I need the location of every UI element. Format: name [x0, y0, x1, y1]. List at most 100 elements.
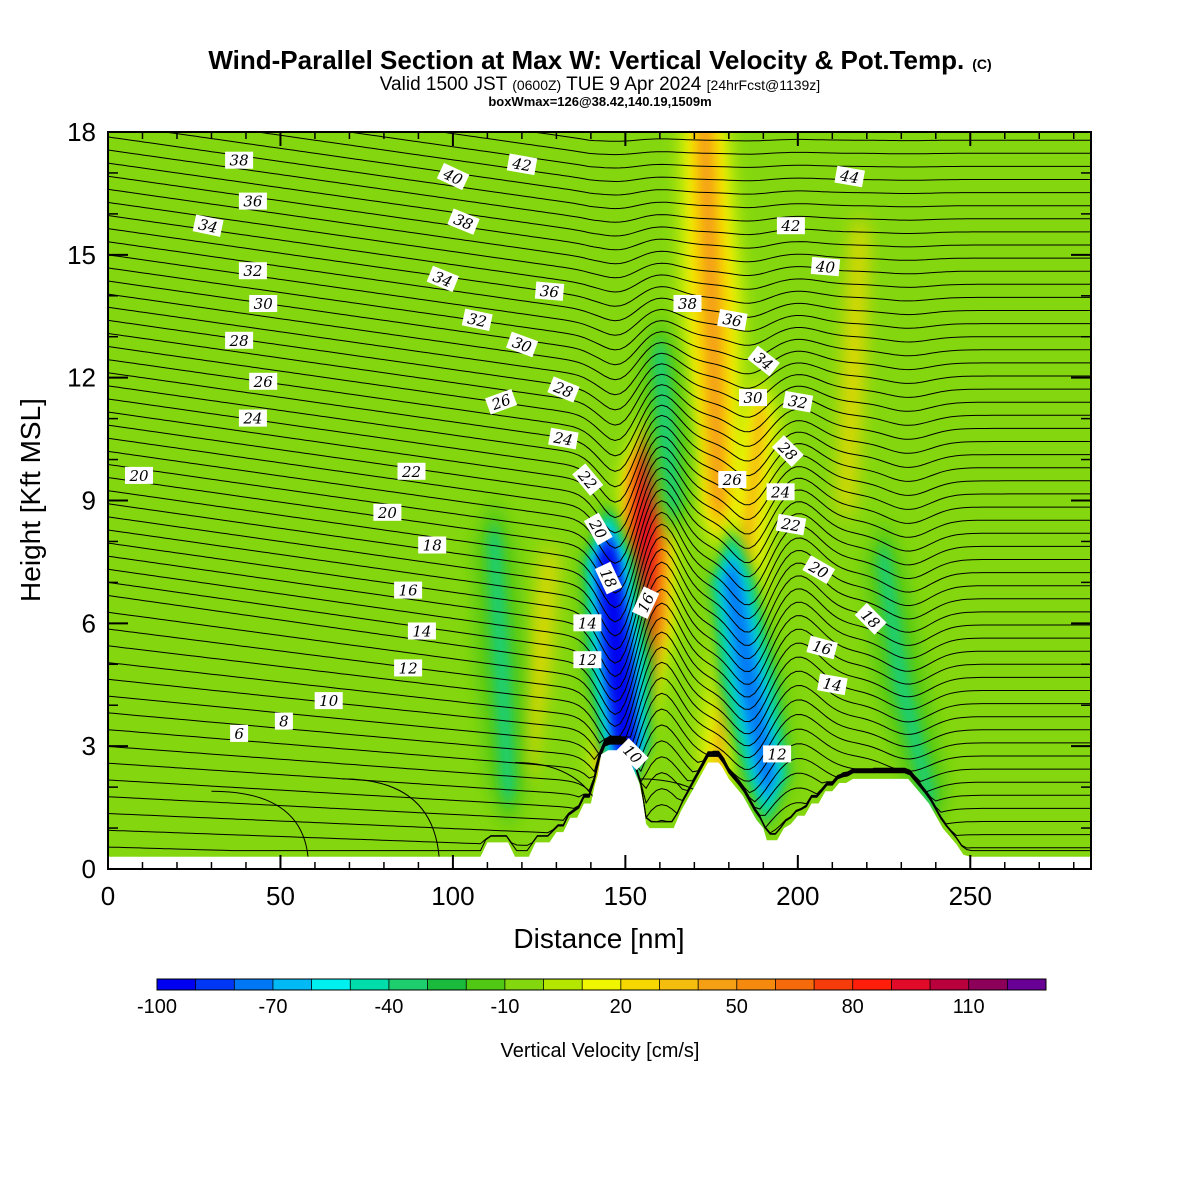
- isentrope-label-text: 26: [722, 471, 743, 489]
- isentrope-label: 14: [817, 673, 848, 696]
- isentrope-label: 36: [717, 309, 748, 331]
- isentrope-line: [108, 306, 1091, 396]
- isentrope-label: 26: [484, 388, 518, 415]
- y-tick-label: 18: [67, 117, 96, 147]
- label-box: [407, 622, 436, 640]
- isentrope-label-text: 30: [510, 333, 535, 357]
- label-box: [775, 513, 807, 536]
- isentrope-label-text: 16: [399, 582, 419, 600]
- label-box: [616, 738, 649, 770]
- label-box: [436, 162, 470, 191]
- x-tick-label: 150: [604, 881, 647, 911]
- isentrope-label: 24: [766, 483, 795, 501]
- label-box: [534, 281, 565, 301]
- colorbar-swatch: [427, 979, 467, 990]
- chart-box-note: boxWmax=126@38.42,140.19,1509m: [488, 94, 711, 109]
- colorbar-label: Vertical Velocity [cm/s]: [501, 1040, 700, 1062]
- isentrope-line: [108, 162, 1091, 237]
- y-tick-label: 15: [67, 240, 96, 270]
- label-box: [771, 435, 804, 467]
- isentrope-label: 20: [125, 466, 153, 485]
- isentrope-line: [108, 581, 1091, 703]
- label-box: [583, 512, 613, 546]
- isentrope-line: [108, 254, 1091, 336]
- label-box: [763, 745, 792, 763]
- isentrope-label: 38: [673, 295, 702, 313]
- label-box: [125, 466, 153, 484]
- isentrope-label: 18: [854, 602, 887, 635]
- label-box: [238, 192, 267, 210]
- isentrope-label-text: 8: [279, 713, 289, 731]
- y-tick-label: 3: [82, 731, 96, 761]
- x-tick-label: 250: [949, 881, 992, 911]
- isentrope-label: 24: [548, 427, 579, 450]
- label-box: [817, 673, 848, 696]
- isentrope-line: [108, 661, 1091, 747]
- label-box: [447, 208, 480, 235]
- label-box: [506, 153, 538, 176]
- label-box: [718, 471, 747, 488]
- chart-title: Wind-Parallel Section at Max W: Vertical…: [208, 45, 991, 75]
- updraft-band: [518, 539, 557, 789]
- label-box: [225, 331, 254, 349]
- colorbar-swatch: [968, 979, 1008, 990]
- colorbar-swatch: [582, 979, 622, 990]
- isentrope-label: 30: [506, 331, 539, 358]
- isentrope-label-text: 12: [768, 745, 787, 763]
- isentrope-line: [437, 132, 1091, 156]
- isentrope-line: [108, 241, 1091, 322]
- isentrope-line: [108, 385, 1091, 488]
- isentrope-label-text: 12: [399, 659, 418, 677]
- colorbar-swatch: [234, 979, 274, 990]
- colorbar-swatch: [388, 979, 429, 990]
- isentrope-label: 26: [249, 372, 278, 391]
- colorbar-tick-label: -100: [137, 996, 177, 1018]
- isentrope-line: [108, 215, 1091, 293]
- colorbar-tick-label: 50: [726, 996, 748, 1018]
- isentrope-label: 14: [407, 622, 436, 641]
- isentrope-label: 32: [238, 262, 267, 280]
- label-box: [717, 309, 748, 331]
- isentrope-label-text: 14: [821, 674, 843, 695]
- colorbar-swatch: [504, 979, 545, 990]
- isentrope-label-text: 40: [814, 257, 836, 277]
- isentrope-line: [108, 595, 1091, 715]
- isentrope-label: 16: [394, 581, 423, 600]
- updraft-band: [697, 132, 726, 523]
- label-box: [573, 651, 602, 669]
- isentrope-line: [108, 149, 1091, 223]
- isentrope-line: [211, 790, 309, 857]
- isentrope-label: 12: [763, 745, 792, 763]
- isentrope-label-text: 24: [770, 483, 790, 501]
- isentrope-label: 36: [238, 192, 267, 211]
- label-box: [834, 165, 865, 188]
- isentrope-label-text: 30: [254, 295, 274, 313]
- colorbar-tick-label: 110: [953, 996, 985, 1018]
- isentrope-line: [108, 542, 1091, 664]
- isentrope-label: 40: [810, 256, 841, 277]
- isentrope-label-text: 42: [510, 154, 533, 175]
- label-box: [632, 586, 660, 619]
- isentrope-label: 16: [806, 635, 838, 660]
- x-tick-label: 0: [101, 881, 115, 911]
- x-tick-label: 200: [776, 881, 819, 911]
- isentrope-label-text: 14: [412, 623, 431, 641]
- isentrope-label-text: 10: [319, 692, 339, 710]
- label-box: [249, 372, 278, 390]
- colorbar-swatch: [891, 979, 931, 990]
- label-box: [397, 462, 426, 480]
- isentrope-label-text: 22: [779, 514, 802, 535]
- label-box: [238, 262, 267, 280]
- isentrope-label: 24: [238, 409, 267, 428]
- isentrope-label: 32: [461, 308, 493, 331]
- isentrope-label-text: 36: [243, 193, 263, 211]
- label-box: [802, 555, 836, 585]
- downdraft-band: [877, 539, 936, 818]
- y-tick-label: 12: [67, 363, 96, 393]
- isentrope-label-text: 26: [253, 373, 274, 391]
- colorbar-swatch: [775, 979, 815, 990]
- isentrope-line: [161, 132, 1091, 196]
- label-box: [394, 581, 423, 599]
- isentrope-label-text: 26: [488, 390, 513, 414]
